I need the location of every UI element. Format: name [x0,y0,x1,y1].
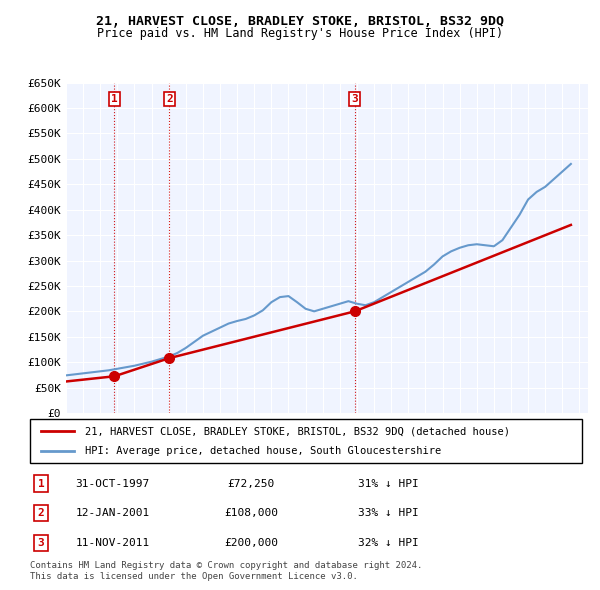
Text: 2: 2 [166,94,173,104]
Text: 2: 2 [38,508,44,518]
Text: 1: 1 [111,94,118,104]
Text: 11-NOV-2011: 11-NOV-2011 [76,538,150,548]
Text: 21, HARVEST CLOSE, BRADLEY STOKE, BRISTOL, BS32 9DQ: 21, HARVEST CLOSE, BRADLEY STOKE, BRISTO… [96,15,504,28]
Text: 21, HARVEST CLOSE, BRADLEY STOKE, BRISTOL, BS32 9DQ (detached house): 21, HARVEST CLOSE, BRADLEY STOKE, BRISTO… [85,427,510,436]
Text: £200,000: £200,000 [224,538,278,548]
Text: HPI: Average price, detached house, South Gloucestershire: HPI: Average price, detached house, Sout… [85,446,442,455]
Text: 33% ↓ HPI: 33% ↓ HPI [358,508,419,518]
Text: 31-OCT-1997: 31-OCT-1997 [76,479,150,489]
Text: £108,000: £108,000 [224,508,278,518]
Text: 1: 1 [38,479,44,489]
FancyBboxPatch shape [30,419,582,463]
Text: 12-JAN-2001: 12-JAN-2001 [76,508,150,518]
Text: 31% ↓ HPI: 31% ↓ HPI [358,479,419,489]
Text: 3: 3 [352,94,358,104]
Text: 32% ↓ HPI: 32% ↓ HPI [358,538,419,548]
Text: £72,250: £72,250 [227,479,274,489]
Text: Price paid vs. HM Land Registry's House Price Index (HPI): Price paid vs. HM Land Registry's House … [97,27,503,40]
Text: 3: 3 [38,538,44,548]
Text: Contains HM Land Registry data © Crown copyright and database right 2024.: Contains HM Land Registry data © Crown c… [30,560,422,569]
Text: This data is licensed under the Open Government Licence v3.0.: This data is licensed under the Open Gov… [30,572,358,581]
